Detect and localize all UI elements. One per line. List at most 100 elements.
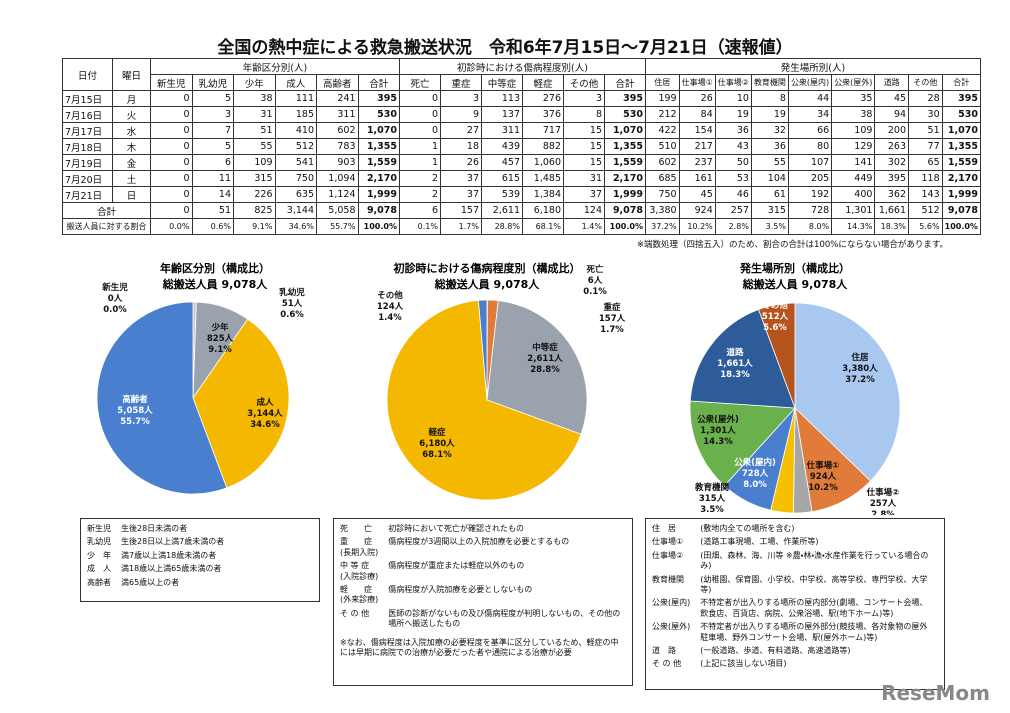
table-cell: 143 bbox=[908, 186, 943, 203]
table-cell: 395 bbox=[874, 170, 910, 187]
slice-label: 新生児 bbox=[101, 282, 128, 293]
table-cell: 32 bbox=[750, 122, 789, 139]
table-cell: 80 bbox=[787, 138, 833, 155]
definition-row: 道 路 (一般道路、歩道、有料道路、高速道路等) bbox=[652, 645, 938, 658]
table-cell: 53 bbox=[714, 170, 752, 187]
header-row: 日付 曜日 年齢区分別(人) 初診時における傷病程度別(人) 発生場所別(人) bbox=[62, 58, 981, 91]
slice-label: 68.1% bbox=[422, 450, 452, 460]
table-cell: 199 bbox=[645, 90, 680, 107]
table-cell: 77 bbox=[908, 138, 943, 155]
table-cell: 5 bbox=[191, 90, 234, 107]
table-cell: 1,355 bbox=[604, 138, 646, 155]
row-label: 土 bbox=[112, 170, 151, 187]
term: 中 等 症 bbox=[340, 561, 370, 571]
table-cell: 1 bbox=[399, 154, 441, 171]
table-cell: 1,485 bbox=[522, 170, 564, 187]
slice-label: 公衆(屋内) bbox=[734, 457, 776, 468]
definition-desc: 生後28日以上満7歳未満の者 bbox=[121, 537, 225, 547]
table-cell: 276 bbox=[522, 90, 564, 107]
table-cell: 100.0% bbox=[357, 218, 400, 235]
slice-label: 軽症 bbox=[428, 427, 446, 438]
table-cell: 0.1% bbox=[399, 218, 441, 235]
slice-label: 3,144人 bbox=[247, 409, 283, 419]
slice-label: 2.8% bbox=[871, 510, 895, 515]
term: 住 居 bbox=[652, 524, 676, 533]
term: 新生児 bbox=[87, 524, 111, 533]
table-cell: 51 bbox=[908, 122, 943, 139]
definition-desc: 傷病程度が3週間以上の入院加療を必要とするもの bbox=[388, 537, 570, 547]
slice-label: 315人 bbox=[699, 494, 726, 504]
table-cell: 1.4% bbox=[563, 218, 605, 235]
table-cell: 241 bbox=[316, 90, 359, 107]
term: 死 亡 bbox=[340, 524, 372, 533]
row-label: 7月20日 bbox=[62, 170, 113, 187]
slice-label: 28.8% bbox=[530, 365, 560, 375]
header-row: 新生児 乳幼児 少年 成人 高齢者 合計 死亡 重症 中等症 軽症 その他 合計 住居 仕事場① 仕事場② 教… bbox=[63, 74, 981, 91]
table-cell: 1,060 bbox=[522, 154, 564, 171]
column-header: 中等症 bbox=[481, 74, 523, 91]
slice-label: 少年 bbox=[211, 322, 229, 333]
slice-label: 1,301人 bbox=[700, 426, 736, 436]
column-header: 死亡 bbox=[399, 74, 441, 91]
table-cell: 376 bbox=[522, 106, 564, 123]
table-cell: 1,301 bbox=[831, 202, 876, 219]
column-header: 仕事場① bbox=[678, 74, 716, 91]
table-cell: 46 bbox=[714, 186, 752, 203]
column-header: 公衆(屋内) bbox=[787, 74, 833, 91]
slice-label: 5,058人 bbox=[117, 406, 153, 416]
row-label: 木 bbox=[112, 138, 151, 155]
table-cell: 9,078 bbox=[357, 202, 400, 219]
table-cell: 311 bbox=[481, 122, 523, 139]
definition-term: 住 居 bbox=[652, 523, 700, 536]
pie-title: 初診時における傷病程度別（構成比） bbox=[393, 261, 581, 275]
page-title: 全国の熱中症による救急搬送状況 令和6年7月15日～7月21日（速報値） bbox=[217, 38, 793, 58]
table-cell: 635 bbox=[274, 186, 317, 203]
table-cell: 395 bbox=[941, 90, 981, 107]
table-cell: 10.2% bbox=[678, 218, 716, 235]
table-cell: 237 bbox=[678, 154, 716, 171]
column-header: 道路 bbox=[874, 74, 910, 91]
definition-term: 道 路 bbox=[652, 645, 700, 658]
table-cell: 7 bbox=[191, 122, 234, 139]
definition-table: 新生児 生後28日未満の者 乳幼児 生後28日以上満7歳未満の者少 年満7歳以上満18… bbox=[87, 523, 227, 590]
slice-label: 924人 bbox=[810, 472, 837, 482]
definition-row: 仕事場② (田畑、森林、海、川等 ※農・林・漁・水産作業を行っている場合のみ) bbox=[652, 550, 938, 574]
table-cell: 37.2% bbox=[645, 218, 680, 235]
table-cell: 36 bbox=[714, 122, 752, 139]
table-cell: 11 bbox=[191, 170, 234, 187]
table-cell: 263 bbox=[874, 138, 910, 155]
table-cell: 1,124 bbox=[316, 186, 359, 203]
table-cell: 205 bbox=[787, 170, 833, 187]
table-cell: 602 bbox=[645, 154, 680, 171]
table-cell: 31 bbox=[563, 170, 605, 187]
pie-subtitle: 総搬送人員 9,078人 bbox=[162, 277, 269, 291]
definition-desc: 不特定者が出入りする場所の屋内部分(劇場、コンサート会場、飲食店、百貨店、病院、… bbox=[700, 598, 928, 618]
definition-row: そ の 他 (上記に該当しない項目) bbox=[652, 658, 938, 671]
table-cell: 395 bbox=[604, 90, 646, 107]
table-cell: 226 bbox=[233, 186, 276, 203]
definition-row: 中 等 症 (入院診療) 傷病程度が重症または軽症以外のもの bbox=[340, 560, 626, 584]
term: 乳幼児 bbox=[87, 537, 111, 547]
table-cell: 1,999 bbox=[357, 186, 400, 203]
table-cell: 728 bbox=[787, 202, 833, 219]
table-cell: 200 bbox=[874, 122, 910, 139]
slice-label: 157人 bbox=[599, 314, 626, 324]
table-cell: 0 bbox=[150, 202, 193, 219]
table-cell: 3,144 bbox=[274, 202, 317, 219]
definition-desc: 満18歳以上満65歳未満の者 bbox=[121, 564, 222, 574]
row-label: 7月19日 bbox=[62, 154, 113, 171]
table-cell: 2,170 bbox=[357, 170, 400, 187]
table-cell: 0 bbox=[150, 90, 193, 107]
pie-slice bbox=[689, 400, 796, 487]
table-cell: 1 bbox=[399, 138, 441, 155]
slice-label: 1,661人 bbox=[717, 359, 753, 369]
definition-desc: (敷地内全ての場所を含む) bbox=[700, 524, 795, 533]
definition-desc: (幼稚園、保育園、小学校、中学校、高等学校、専門学校、大学等) bbox=[700, 574, 928, 594]
table-cell: 510 bbox=[645, 138, 680, 155]
table-cell: 1,070 bbox=[604, 122, 646, 139]
table-cell: 100.0% bbox=[604, 218, 646, 235]
definition-term: 軽 症 (外来診療) bbox=[340, 584, 388, 608]
slice-label: その他 bbox=[377, 290, 403, 301]
definition-row: 乳幼児 生後28日以上満7歳未満の者 bbox=[87, 536, 227, 549]
table-cell: 37 bbox=[440, 186, 482, 203]
